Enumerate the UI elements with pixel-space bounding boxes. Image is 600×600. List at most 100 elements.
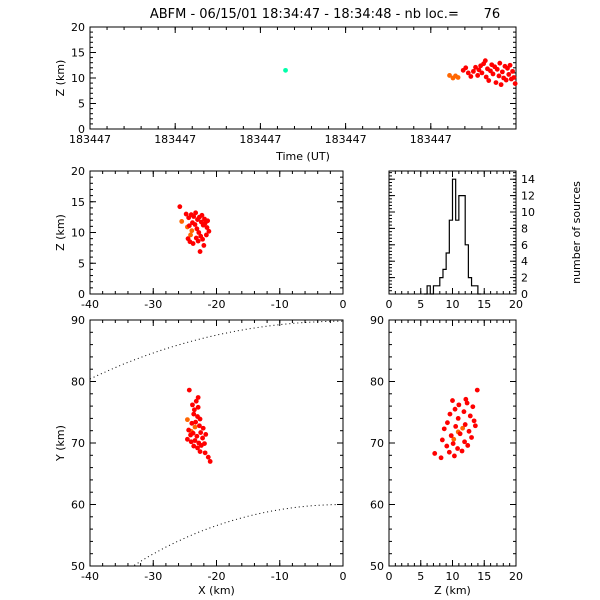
data-point: [186, 223, 192, 229]
y-tick-label: 5: [78, 98, 85, 111]
y-tick-label: 15: [71, 47, 85, 60]
data-point: [447, 73, 452, 78]
data-point: [459, 448, 465, 454]
data-point: [197, 449, 203, 455]
data-point: [472, 423, 478, 429]
data-point: [453, 423, 459, 429]
y-tick-label: 60: [370, 499, 384, 512]
data-point: [194, 433, 200, 439]
data-point: [497, 60, 503, 66]
data-point: [191, 443, 197, 449]
data-point: [499, 69, 505, 75]
x-tick-label: 183447: [69, 133, 111, 146]
y-axis-label: Z (km): [54, 60, 67, 97]
y-tick-label: 20: [71, 165, 85, 178]
x-tick-label: 10: [446, 298, 460, 311]
data-point: [202, 450, 208, 456]
data-point: [464, 400, 470, 406]
data-point: [183, 211, 189, 217]
y-tick-label: 4: [521, 255, 528, 268]
data-point: [186, 427, 192, 433]
data-point: [185, 436, 190, 442]
plot-frame: [89, 319, 344, 567]
data-point: [455, 416, 461, 421]
data-point: [511, 75, 517, 80]
data-point: [190, 220, 195, 226]
data-point: [445, 420, 450, 426]
y-tick-label: 70: [370, 437, 384, 450]
y-tick-label: 50: [71, 560, 85, 573]
data-point: [450, 441, 456, 447]
y-tick-label: 90: [370, 314, 384, 327]
data-point: [441, 426, 447, 432]
histogram-line: [423, 178, 482, 295]
y-tick-label: 2: [521, 272, 528, 285]
data-point: [432, 451, 438, 456]
y-tick-label: 5: [78, 257, 85, 270]
data-point: [493, 80, 499, 85]
x-tick-label: -30: [144, 570, 162, 583]
data-point: [456, 402, 462, 408]
x-tick-label: -40: [81, 570, 99, 583]
data-point: [195, 238, 201, 244]
data-point: [451, 436, 457, 442]
data-point: [483, 74, 489, 80]
data-point: [206, 228, 212, 234]
data-point: [470, 404, 476, 410]
data-point: [193, 398, 199, 404]
y-tick-label: 50: [370, 560, 384, 573]
data-point: [200, 236, 205, 242]
x-tick-label: 20: [509, 570, 523, 583]
x-tick-label: 20: [509, 298, 523, 311]
y-tick-label: 70: [71, 437, 85, 450]
data-point: [195, 395, 201, 400]
x-tick-label: -10: [271, 570, 289, 583]
data-point: [448, 433, 454, 439]
data-point: [474, 387, 480, 393]
data-point: [465, 443, 471, 448]
data-point: [475, 73, 481, 78]
data-point: [200, 425, 206, 431]
range-arc: [89, 320, 343, 380]
data-point: [190, 430, 196, 436]
x-axis-label: Z (km): [434, 584, 471, 597]
data-point: [512, 81, 518, 87]
data-point: [457, 431, 463, 437]
data-point: [462, 439, 467, 445]
data-point: [473, 64, 478, 70]
data-point: [283, 67, 288, 73]
data-point: [193, 210, 199, 216]
x-tick-label: -20: [208, 298, 226, 311]
x-tick-label: 183447: [410, 133, 452, 146]
data-point: [207, 459, 213, 464]
data-point: [179, 219, 185, 224]
data-point: [191, 214, 197, 219]
y-tick-label: 10: [521, 206, 535, 219]
x-tick-label: 0: [340, 298, 347, 311]
data-point: [193, 419, 199, 425]
x-tick-label: 183447: [154, 133, 196, 146]
data-point: [197, 416, 203, 422]
x-tick-label: 0: [340, 570, 347, 583]
panel-zy: 0 5 10 15 20 50 60 70 80 90 Z (km): [370, 314, 523, 597]
data-point: [188, 232, 193, 238]
y-tick-label: 20: [71, 21, 85, 34]
data-point: [486, 78, 492, 83]
data-point: [463, 396, 469, 402]
data-point: [466, 428, 472, 434]
y-tick-label: 8: [521, 222, 528, 235]
y-tick-label: 0: [521, 288, 528, 301]
data-point: [186, 387, 192, 393]
y-tick-label: 14: [521, 173, 535, 186]
data-point: [192, 438, 198, 443]
data-point: [189, 420, 195, 426]
data-point: [503, 77, 509, 83]
range-arc: [134, 504, 343, 566]
data-point: [439, 437, 445, 443]
data-point: [468, 74, 474, 79]
y-tick-label: 60: [71, 499, 85, 512]
y-tick-label: 10: [71, 227, 85, 240]
figure-title: ABFM - 06/15/01 18:34:47 - 18:34:48 - nb…: [150, 7, 500, 22]
data-point: [191, 411, 197, 417]
